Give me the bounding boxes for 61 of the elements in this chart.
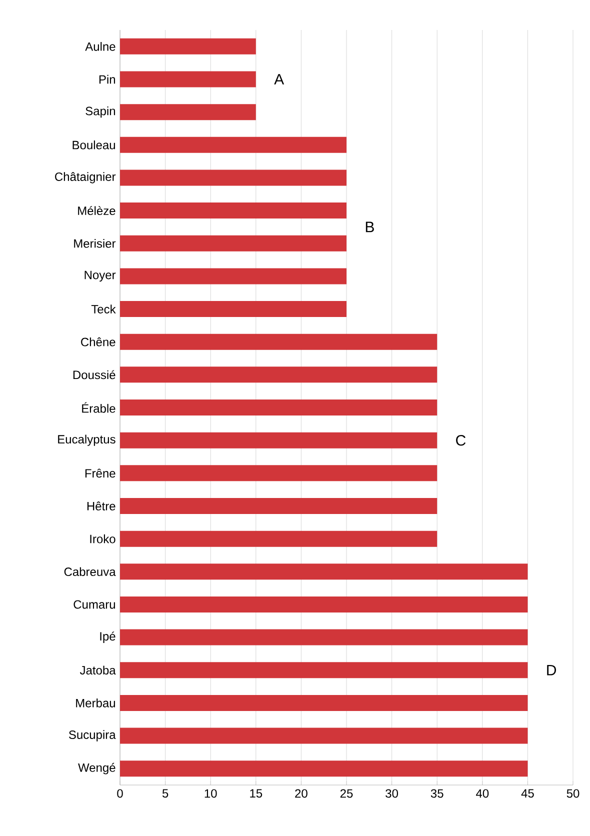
x-tick-label: 10 xyxy=(204,789,217,798)
bar xyxy=(120,498,438,514)
bar xyxy=(120,334,438,350)
bar xyxy=(120,38,256,54)
y-tick-label: Érable xyxy=(82,402,116,413)
y-tick-label: Châtaignier xyxy=(55,172,116,184)
y-tick-label: Wengé xyxy=(78,762,116,774)
x-tick-label: 40 xyxy=(476,789,489,798)
y-tick-label: Jatoba xyxy=(80,666,116,675)
x-tick-label: 45 xyxy=(521,789,534,798)
y-tick-label: Sapin xyxy=(86,106,116,118)
bar xyxy=(120,465,438,482)
y-tick-label: Cumaru xyxy=(74,600,115,609)
bar xyxy=(120,760,528,777)
x-tick-label: 0 xyxy=(117,789,123,798)
annotation: D xyxy=(547,664,556,676)
bar xyxy=(120,235,346,252)
y-tick-label: Eucalyptus xyxy=(58,434,116,446)
bar xyxy=(120,629,528,646)
bar xyxy=(120,662,528,678)
y-tick-label: Noyer xyxy=(84,270,116,282)
annotation: A xyxy=(274,74,284,84)
bar xyxy=(120,268,346,284)
bar xyxy=(120,432,438,448)
x-tick-label: 20 xyxy=(295,789,308,798)
bar xyxy=(120,728,528,744)
x-tick-label: 5 xyxy=(162,789,168,798)
y-tick-label: Iroko xyxy=(90,534,116,544)
y-tick-label: Cabreuva xyxy=(64,567,116,576)
y-tick-label: Chêne xyxy=(81,337,116,346)
x-tick-label: 30 xyxy=(386,789,398,798)
y-tick-label: Hêtre xyxy=(87,502,116,510)
x-tick-label: 15 xyxy=(250,789,262,798)
y-tick-label: Aulne xyxy=(85,42,116,51)
y-tick-label: Mélèze xyxy=(78,206,116,216)
y-tick-label: Ipé xyxy=(100,632,116,643)
bar xyxy=(120,104,256,120)
y-tick-label: Merbau xyxy=(76,698,115,708)
bar xyxy=(120,202,346,219)
annotation: B xyxy=(366,222,374,232)
bar xyxy=(120,564,528,580)
bar xyxy=(120,530,438,547)
annotation: C xyxy=(456,435,466,446)
x-tick-label: 50 xyxy=(566,789,580,798)
bar xyxy=(120,71,256,88)
x-tick-label: 35 xyxy=(430,789,444,798)
bar xyxy=(120,301,346,318)
bar xyxy=(120,694,528,711)
x-tick-label: 25 xyxy=(340,789,353,798)
y-tick-label: Sucupira xyxy=(68,730,116,742)
y-tick-label: Merisier xyxy=(74,238,116,248)
bar xyxy=(120,596,528,612)
y-tick-label: Doussié xyxy=(73,370,116,380)
y-tick-label: Teck xyxy=(91,304,116,314)
bar xyxy=(120,170,346,186)
y-tick-label: Frêne xyxy=(85,468,116,478)
y-tick-label: Bouleau xyxy=(72,140,115,150)
bar xyxy=(120,366,438,383)
y-tick-label: Pin xyxy=(99,74,116,84)
bar xyxy=(120,400,438,416)
bar xyxy=(120,136,346,153)
